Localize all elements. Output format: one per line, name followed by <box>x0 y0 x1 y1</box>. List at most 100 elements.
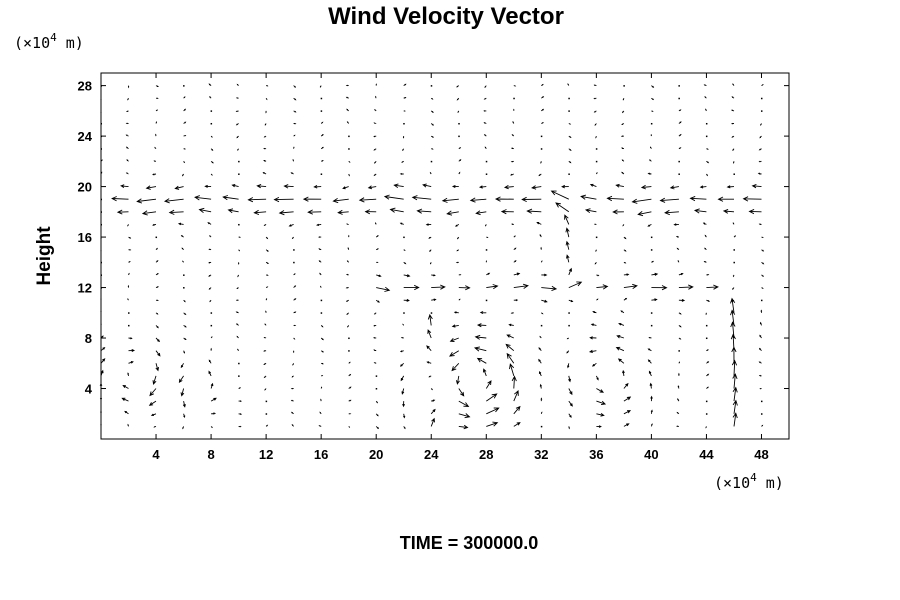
wind-vector <box>320 325 324 328</box>
wind-vector <box>183 96 186 99</box>
wind-vector <box>348 234 350 238</box>
wind-vector <box>207 222 212 225</box>
wind-vector <box>706 148 709 150</box>
wind-vector <box>513 299 519 302</box>
wind-vector <box>211 412 217 415</box>
wind-vector <box>651 298 658 302</box>
wind-vector <box>265 236 269 240</box>
wind-vector <box>678 97 680 100</box>
wind-vector <box>293 324 297 327</box>
wind-vector <box>540 397 543 402</box>
x-tick-label: 36 <box>589 447 603 462</box>
wind-vector <box>483 122 487 124</box>
wind-vector <box>595 148 598 150</box>
wind-vector <box>204 184 212 188</box>
wind-vector <box>651 97 655 101</box>
wind-vector <box>145 185 157 190</box>
wind-vector <box>236 287 239 290</box>
wind-vector <box>538 358 542 364</box>
wind-vector <box>293 261 295 264</box>
wind-vector <box>449 337 459 342</box>
wind-vector <box>568 400 573 407</box>
wind-vector <box>155 247 158 251</box>
wind-vector <box>373 160 377 164</box>
wind-vector <box>128 312 130 314</box>
wind-vector <box>594 123 597 126</box>
wind-vector <box>263 362 267 365</box>
wind-vector <box>263 159 267 162</box>
wind-vector <box>149 388 157 397</box>
wind-vector <box>678 284 694 290</box>
wind-vector <box>321 160 324 162</box>
wind-vector <box>318 425 322 427</box>
wind-vector <box>567 363 570 369</box>
wind-vector <box>227 208 239 214</box>
wind-vector <box>209 96 212 99</box>
wind-vector <box>706 361 710 364</box>
wind-vector <box>320 97 323 100</box>
wind-vector <box>348 337 350 340</box>
wind-vector <box>623 382 629 389</box>
wind-vector <box>618 322 625 326</box>
wind-vector <box>264 123 267 126</box>
wind-vector <box>648 370 652 377</box>
wind-vector <box>705 426 707 429</box>
wind-vector <box>210 312 213 314</box>
wind-vector <box>313 185 322 189</box>
wind-vector <box>612 209 624 215</box>
wind-vector <box>702 222 707 225</box>
x-unit-prefix: (×10 <box>714 474 750 492</box>
wind-vector <box>676 411 680 415</box>
wind-vector <box>348 361 351 364</box>
wind-vector <box>568 375 572 383</box>
x-tick-label: 40 <box>644 447 658 462</box>
wind-vector <box>411 195 432 201</box>
wind-vector <box>222 195 239 201</box>
wind-vector <box>761 424 764 427</box>
wind-vector <box>678 121 682 124</box>
wind-vector <box>568 148 572 151</box>
y-unit-suffix: m) <box>57 34 84 52</box>
wind-vector <box>236 323 239 326</box>
wind-vector <box>568 97 570 100</box>
wind-vector <box>183 287 185 289</box>
wind-vector <box>292 158 295 162</box>
wind-vector <box>678 85 680 87</box>
wind-vector <box>183 413 186 418</box>
wind-vector <box>730 309 736 326</box>
wind-vector <box>348 386 352 389</box>
wind-vector <box>485 160 488 163</box>
wind-vector <box>621 147 625 150</box>
wind-vector <box>483 133 487 137</box>
wind-vector <box>345 299 349 302</box>
wind-vector <box>111 196 129 202</box>
wind-vector <box>513 405 521 415</box>
wind-vector <box>127 298 129 301</box>
wind-vector <box>620 310 625 314</box>
wind-vector <box>332 198 349 204</box>
wind-vector <box>183 274 185 276</box>
wind-vector <box>183 134 187 137</box>
wind-vector <box>265 424 269 427</box>
wind-vector <box>364 209 377 215</box>
wind-vector <box>621 159 625 162</box>
wind-vector <box>321 362 324 365</box>
wind-vector <box>616 334 625 339</box>
wind-vector <box>510 312 514 314</box>
wind-vector <box>760 97 763 100</box>
wind-vector <box>761 249 765 252</box>
x-tick-label: 32 <box>534 447 548 462</box>
wind-vector <box>345 96 349 99</box>
wind-vector <box>100 358 106 364</box>
wind-vector <box>458 135 460 138</box>
wind-vector <box>506 352 515 364</box>
wind-vector <box>155 286 159 289</box>
wind-vector <box>373 173 377 177</box>
wind-vector <box>631 198 652 204</box>
wind-vector <box>375 299 380 303</box>
wind-vector <box>183 325 187 328</box>
x-tick-label: 44 <box>699 447 714 462</box>
wind-vector <box>561 184 569 189</box>
wind-vector <box>316 223 322 227</box>
wind-vector <box>265 249 269 252</box>
